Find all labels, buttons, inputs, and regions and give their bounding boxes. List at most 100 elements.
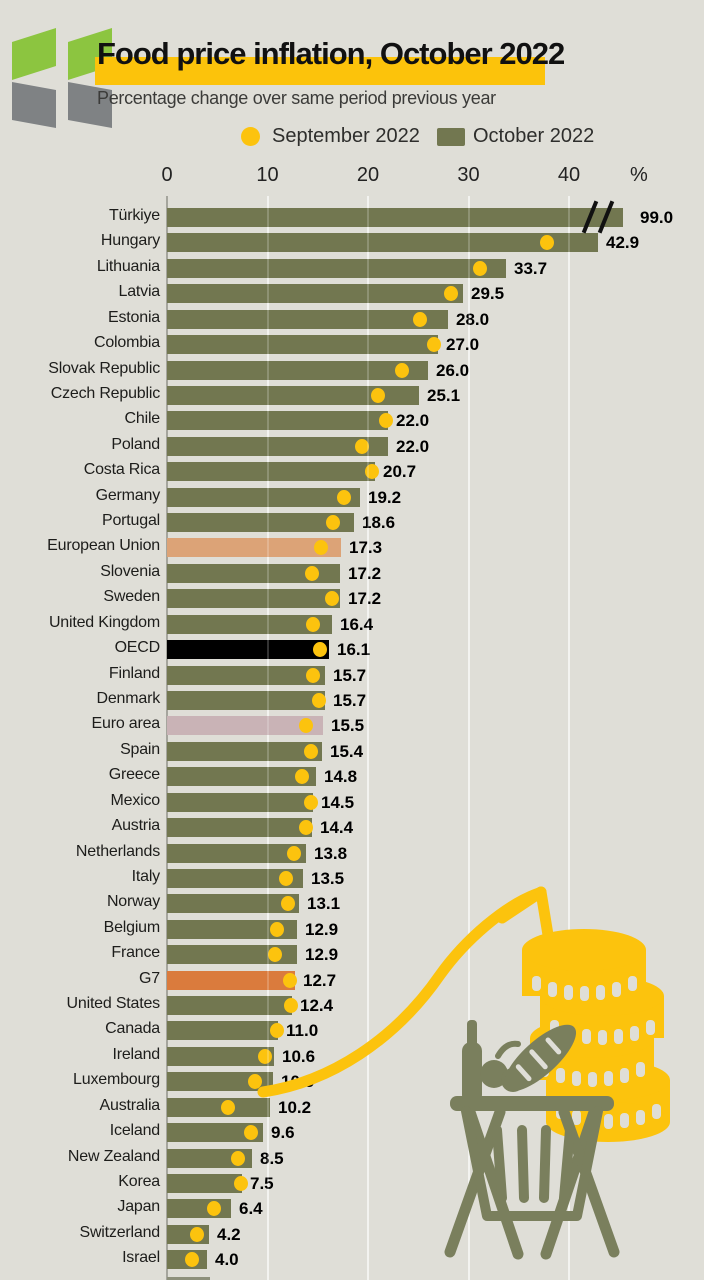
september-dot xyxy=(269,922,284,937)
oecd-logo-icon xyxy=(12,28,112,128)
axis-zero-line xyxy=(166,196,168,1280)
basket-coins-arrow-illustration xyxy=(257,886,670,1260)
country-label: Colombia xyxy=(94,334,160,351)
country-label: Slovak Republic xyxy=(48,360,160,377)
chart-row: Austria 14.4 xyxy=(0,815,704,840)
october-bar xyxy=(167,310,448,329)
country-label: Italy xyxy=(131,868,161,885)
value-label: 14.8 xyxy=(324,767,358,786)
value-label: 12.9 xyxy=(305,945,339,964)
gridline-20 xyxy=(367,196,369,1280)
value-label: 9.6 xyxy=(271,1123,295,1142)
chart-row: Australia 10.2 xyxy=(0,1095,704,1120)
value-label: 33.7 xyxy=(514,259,548,278)
country-label: Australia xyxy=(99,1097,161,1114)
october-bar xyxy=(167,666,325,685)
value-label: 25.1 xyxy=(427,386,461,405)
country-label: Luxembourg xyxy=(73,1071,160,1088)
september-dot xyxy=(283,998,298,1013)
chart-row: Estonia 28.0 xyxy=(0,307,704,332)
value-label: 13.5 xyxy=(311,869,345,888)
september-dot xyxy=(221,1100,236,1115)
october-bar xyxy=(167,208,623,227)
october-bar xyxy=(167,640,329,659)
value-label: 12.9 xyxy=(305,920,339,939)
country-label: Chile xyxy=(124,410,161,427)
october-bar xyxy=(167,996,292,1015)
gridline-30 xyxy=(467,196,470,1280)
chart-row: G7 12.7 xyxy=(0,968,704,993)
country-label: OECD xyxy=(114,639,161,656)
september-dot xyxy=(298,820,313,835)
country-label: Austria xyxy=(111,817,161,834)
legend-september-label: September 2022 xyxy=(272,125,420,147)
value-label: 4.2 xyxy=(217,1225,241,1244)
september-dot xyxy=(258,1049,273,1064)
chart-row: Portugal 18.6 xyxy=(0,510,704,535)
chart-row: United Kingdom 16.4 xyxy=(0,612,704,637)
chart-row: Poland 22.0 xyxy=(0,434,704,459)
gridline-10 xyxy=(266,196,269,1280)
axis-tick-20: 20 xyxy=(356,164,380,186)
x-axis-unit-label: % xyxy=(630,164,648,186)
september-dot xyxy=(395,363,410,378)
country-label: Finland xyxy=(108,665,160,682)
chart-row: Norway 13.1 xyxy=(0,891,704,916)
country-label: Lithuania xyxy=(96,258,160,275)
october-bar xyxy=(167,971,295,990)
country-label: Israel xyxy=(122,1249,160,1266)
october-bar xyxy=(167,233,598,252)
chart-row: Ireland 10.6 xyxy=(0,1044,704,1069)
country-label: Portugal xyxy=(102,512,160,529)
value-label: 99.0 xyxy=(640,208,674,227)
september-dot xyxy=(324,591,339,606)
chart-row: Sweden 17.2 xyxy=(0,586,704,611)
gridline-10 xyxy=(266,196,269,1280)
september-dot xyxy=(413,312,428,327)
september-dot xyxy=(379,413,394,428)
october-bar xyxy=(167,920,297,939)
value-label: 28.0 xyxy=(456,310,490,329)
title-rest-text: October 2022 xyxy=(372,36,565,71)
country-label: Euro area xyxy=(91,715,161,732)
title-highlighted-text: Food price inflation, xyxy=(97,36,373,71)
value-label: 42.9 xyxy=(606,233,640,252)
october-bar xyxy=(167,386,419,405)
september-dot xyxy=(444,286,459,301)
legend-october-swatch-icon xyxy=(437,128,465,146)
october-bar xyxy=(167,1047,274,1066)
value-label: 10.2 xyxy=(278,1098,312,1117)
country-label: G7 xyxy=(139,970,160,987)
september-dot xyxy=(286,846,301,861)
country-label: Czech Republic xyxy=(50,385,160,402)
country-label: United States xyxy=(66,995,161,1012)
october-bar xyxy=(167,1123,263,1142)
september-dot xyxy=(311,693,326,708)
october-bar xyxy=(167,361,428,380)
chart-row: Switzerland 4.2 xyxy=(0,1222,704,1247)
country-label: Latvia xyxy=(118,283,161,300)
chart-row: Finland 15.7 xyxy=(0,663,704,688)
value-label: 10.6 xyxy=(282,1047,316,1066)
country-label: Ireland xyxy=(112,1046,160,1063)
title-highlight-bar xyxy=(95,57,545,85)
chart-row: Czech Republic 25.1 xyxy=(0,383,704,408)
september-dot xyxy=(365,464,380,479)
september-dot xyxy=(325,515,340,530)
coin-stack-icon xyxy=(522,929,670,1142)
cut-off-next-bar xyxy=(167,1277,210,1280)
country-label: Belgium xyxy=(103,919,161,936)
chart-row: Germany 19.2 xyxy=(0,485,704,510)
value-label: 18.6 xyxy=(362,513,396,532)
country-label: Spain xyxy=(120,741,160,758)
country-label: Poland xyxy=(111,436,160,453)
value-label: 12.7 xyxy=(303,971,337,990)
country-label: Sweden xyxy=(103,588,160,605)
october-bar xyxy=(167,1072,273,1091)
country-label: European Union xyxy=(47,537,160,554)
chart-row: New Zealand 8.5 xyxy=(0,1146,704,1171)
value-label: 16.1 xyxy=(337,640,371,659)
september-dot xyxy=(190,1227,205,1242)
september-dot xyxy=(305,617,320,632)
